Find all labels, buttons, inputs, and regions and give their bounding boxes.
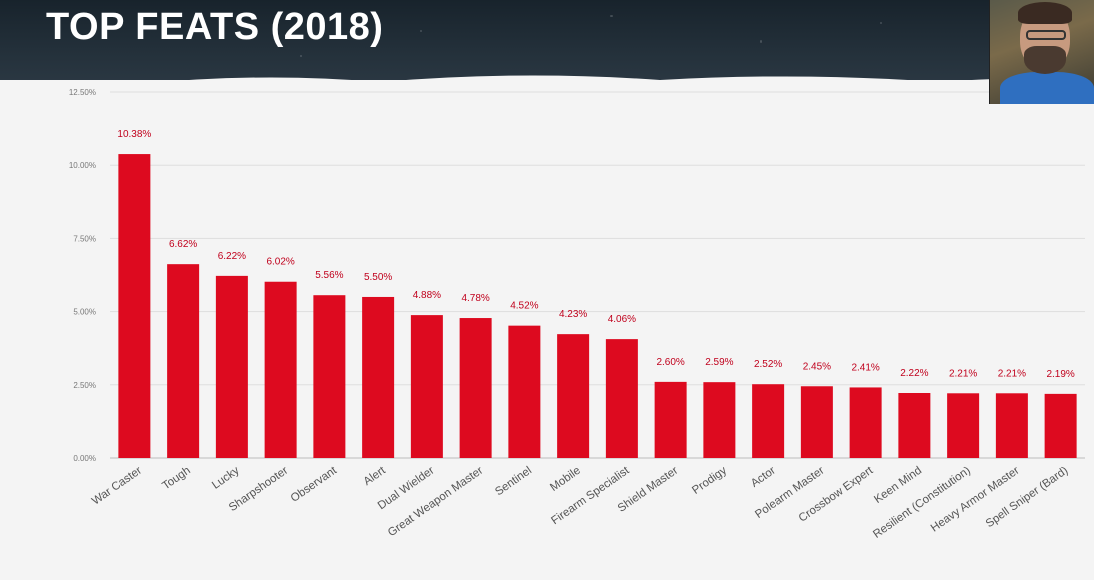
x-tick-label: Sentinel — [493, 465, 534, 499]
bar-value-label: 6.02% — [266, 257, 294, 268]
y-tick-label: 12.50% — [69, 88, 96, 97]
bar — [215, 275, 248, 458]
bar — [313, 295, 346, 458]
bar — [459, 318, 492, 458]
bar-value-label: 4.06% — [608, 314, 636, 325]
bar — [849, 387, 882, 458]
bar — [947, 393, 980, 458]
bar — [362, 296, 395, 458]
bar — [752, 384, 785, 458]
bar — [800, 386, 833, 458]
bar-value-label: 6.62% — [169, 239, 197, 250]
texture-speck — [880, 22, 882, 24]
x-tick-label: Spell Sniper (Bard) — [984, 465, 1071, 531]
webcam-hair — [1018, 2, 1072, 24]
bar — [264, 281, 297, 458]
bar — [605, 339, 638, 458]
webcam-shirt — [1000, 72, 1094, 104]
x-tick-label: Lucky — [210, 464, 242, 491]
texture-speck — [300, 55, 302, 57]
bar — [703, 382, 736, 458]
bar — [557, 334, 590, 458]
bar-value-label: 10.38% — [117, 129, 151, 140]
texture-speck — [420, 30, 422, 32]
bar-value-label: 5.56% — [315, 270, 343, 281]
x-tick-label: Resilient (Constitution) — [871, 465, 973, 541]
value-labels: 10.38% 6.62% 6.22% 6.02% 5.56% 5.50% 4.88% 4.78… — [117, 129, 1074, 380]
bar-value-label: 2.21% — [949, 368, 977, 379]
page-title: TOP FEATS (2018) — [46, 6, 384, 48]
bar-value-label: 2.60% — [656, 357, 684, 368]
header-banner — [0, 0, 1094, 90]
bar-value-label: 5.50% — [364, 272, 392, 283]
y-tick-label: 2.50% — [73, 381, 96, 390]
x-tick-label: War Caster — [90, 465, 144, 508]
bars — [118, 154, 1077, 458]
x-tick-label: Heavy Armor Master — [929, 465, 1022, 535]
bar — [654, 381, 687, 458]
x-tick-label: Mobile — [548, 465, 583, 494]
y-tick-label: 10.00% — [69, 161, 96, 170]
bar — [508, 325, 541, 458]
x-tick-label: Actor — [749, 465, 778, 490]
bar — [410, 315, 443, 458]
texture-speck — [760, 40, 762, 43]
bar-value-label: 2.21% — [998, 368, 1026, 379]
bar-value-label: 4.78% — [461, 293, 489, 304]
bar — [898, 392, 931, 458]
webcam-overlay — [989, 0, 1094, 104]
x-tick-label: Great Weapon Master — [386, 465, 486, 540]
gridlines — [110, 91, 1085, 459]
x-tick-label: Observant — [289, 464, 340, 505]
bar-value-label: 4.88% — [413, 290, 441, 301]
webcam-glasses — [1026, 30, 1066, 40]
bar-value-label: 4.23% — [559, 309, 587, 320]
bar-value-label: 2.19% — [1046, 369, 1074, 380]
bar-value-label: 6.22% — [218, 251, 246, 262]
bar — [167, 264, 200, 458]
y-tick-label: 7.50% — [73, 234, 96, 243]
bar — [995, 393, 1028, 458]
bar-value-label: 2.52% — [754, 359, 782, 370]
bar-value-label: 2.45% — [803, 361, 831, 372]
x-tick-label: Prodigy — [690, 464, 729, 496]
texture-speck — [120, 20, 123, 23]
x-tick-label: Tough — [160, 465, 193, 493]
bar — [1044, 393, 1077, 458]
texture-speck — [610, 15, 613, 17]
y-tick-label: 0.00% — [73, 454, 96, 463]
x-tick-label: Alert — [362, 464, 389, 488]
bar-value-label: 2.59% — [705, 357, 733, 368]
bar — [118, 154, 151, 458]
bar-value-label: 2.41% — [851, 362, 879, 373]
bar-value-label: 2.22% — [900, 368, 928, 379]
y-tick-label: 5.00% — [73, 308, 96, 317]
y-axis-ticks: 0.00% 2.50% 5.00% 7.50% 10.00% 12.50% — [69, 88, 96, 463]
bar-value-label: 4.52% — [510, 301, 538, 312]
torn-paper-edge — [0, 75, 1094, 96]
x-axis-labels: War Caster Tough LuckySharpshooterObservan… — [90, 464, 1071, 541]
webcam-beard — [1024, 46, 1066, 74]
